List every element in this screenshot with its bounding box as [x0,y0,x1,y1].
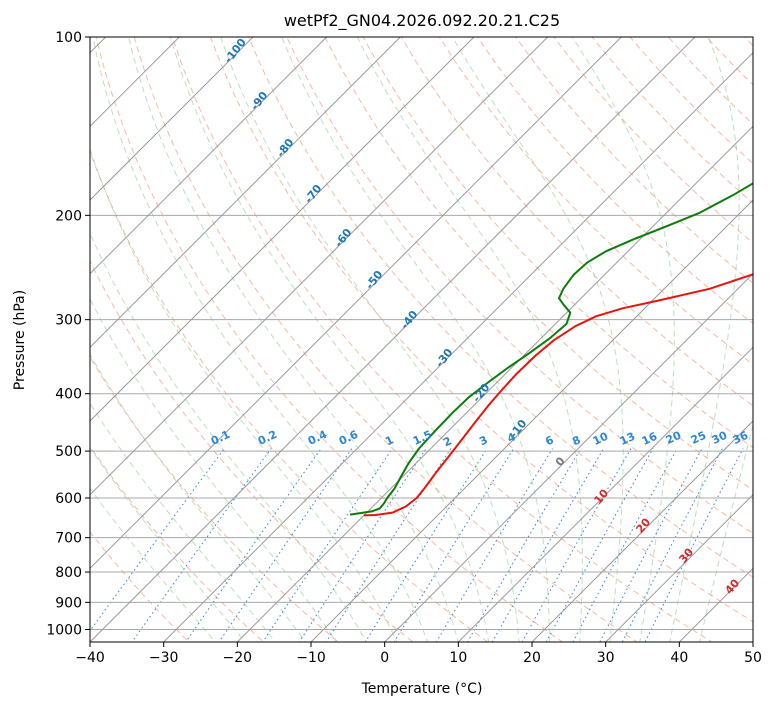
isotherm [90,37,623,570]
x-tick-label: 50 [744,650,762,666]
moist-adiabat [220,37,520,642]
dry-adiabat [133,37,638,642]
dry-adiabat [90,259,414,642]
moist-adiabat [356,37,583,642]
isotherm [604,493,753,642]
y-tick-label: 300 [55,313,82,329]
x-tick-label: 0 [380,650,389,666]
y-tick-label: 1000 [46,622,82,638]
y-tick-label: 500 [55,444,82,460]
x-tick-label: −20 [223,650,253,666]
x-tick-label: 40 [670,650,688,666]
x-tick-label: −30 [149,650,179,666]
plot-frame [89,36,754,643]
mixing-ratio-line [435,448,553,642]
isotherm [90,37,181,128]
moist-adiabat [571,37,675,642]
dry-adiabat [438,37,753,366]
dry-adiabat [477,37,753,325]
dry-adiabat [90,445,265,642]
isotherm [90,37,475,422]
dry-adiabat [629,37,753,165]
isotherm [162,51,753,642]
mixing-ratio-line [131,448,272,642]
mixing-ratio-label: 25 [689,429,708,447]
isotherm [90,37,549,496]
x-axis-label: Temperature (°C) [361,681,483,697]
dry-adiabat [90,150,489,642]
dry-adiabat [286,37,753,534]
moist-adiabat [451,37,624,642]
x-tick-label: −10 [296,650,326,666]
mixing-ratio-label: 36 [731,429,751,447]
moist-adiabat [281,37,550,642]
mixing-ratio-line [298,448,427,642]
dry-adiabat [248,37,753,578]
dry-adiabat [362,37,753,449]
mixing-ratio-line [521,448,632,642]
mixing-ratio-line [218,448,353,642]
temperature-line [363,273,753,517]
dry-adiabat [95,37,564,642]
y-tick-label: 900 [55,595,82,611]
mixing-ratio-label: 30 [710,429,730,447]
x-tick-label: 10 [449,650,467,666]
x-tick-label: 20 [523,650,541,666]
mixing-ratio-line [572,448,678,642]
isotherm [531,420,753,642]
mixing-ratio-label: 13 [618,430,637,448]
y-tick-label: 600 [55,491,82,507]
isotherm [310,199,753,642]
y-tick-label: 200 [55,208,82,224]
moist-adiabat [90,297,337,642]
moist-adiabat [669,37,740,642]
dry-adiabat [171,37,713,642]
dry-adiabat [667,37,753,125]
mixing-ratio-label: 20 [664,429,684,447]
isotherm [90,37,254,201]
isotherm [236,125,753,642]
mixing-ratio-label: 10 [591,430,611,448]
isotherm [383,272,753,642]
isotherm [90,37,402,349]
y-tick-label: 100 [55,30,82,46]
x-tick-label: −40 [75,650,105,666]
mixing-ratio-line [185,448,322,642]
mixing-ratio-line [466,448,582,642]
y-tick-label: 400 [55,387,82,403]
y-axis-label: Pressure (hPa) [12,290,28,390]
chart-title: wetPf2_GN04.2026.092.20.21.C25 [284,11,560,31]
isotherm [90,37,696,642]
mixing-ratio-label: 16 [640,430,660,448]
x-tick-label: 30 [597,650,615,666]
mixing-ratio-line [491,448,605,642]
mixing-ratio-line [262,448,393,642]
y-tick-label: 700 [55,531,82,547]
dewpoint-line [349,182,753,516]
dry-adiabat [324,37,753,491]
isotherm [457,346,753,642]
isotherm [90,37,328,275]
mixing-ratio-line [90,448,225,632]
y-tick-label: 800 [55,565,82,581]
